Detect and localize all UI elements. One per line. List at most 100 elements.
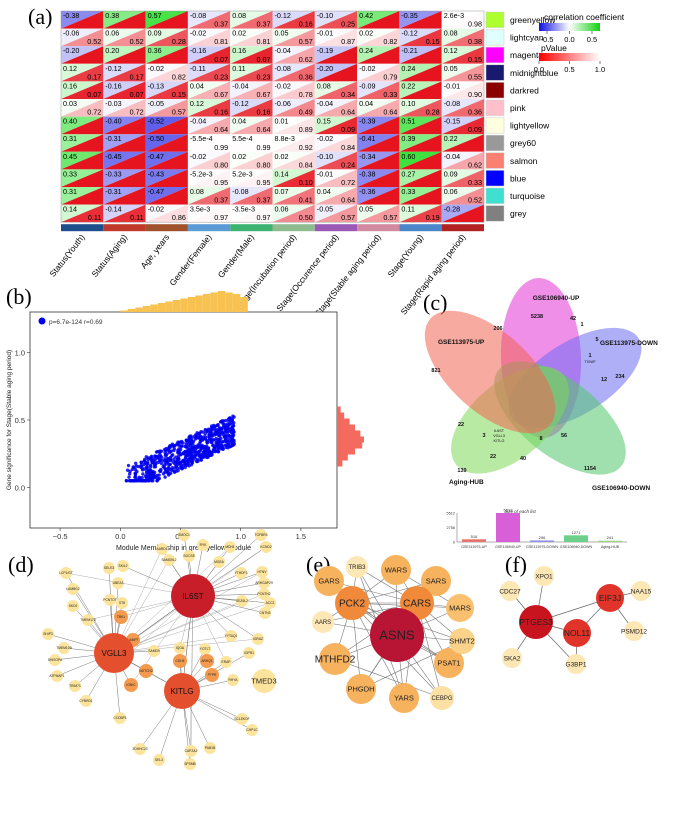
network-node xyxy=(163,554,175,566)
top-histogram-bar xyxy=(142,306,151,312)
scatter-point xyxy=(196,432,200,436)
network-node-label: YARS xyxy=(394,694,414,703)
network-node xyxy=(224,541,236,553)
network-node-label: KCND2 xyxy=(260,545,271,549)
heatmap-p-value: 0.52 xyxy=(130,37,144,46)
heatmap-p-value: 0.23 xyxy=(257,72,271,81)
network-hub-node xyxy=(94,633,134,673)
heatmap-cell-p xyxy=(272,63,315,82)
heatmap-p-value: 0.37 xyxy=(257,196,271,205)
heatmap-p-value: 0.57 xyxy=(383,213,397,222)
scatter-point xyxy=(163,475,167,479)
network-node-label: ERAP xyxy=(222,660,232,664)
heatmap-cell-p xyxy=(187,116,231,135)
network-node xyxy=(51,670,63,682)
scatter-point xyxy=(201,430,205,434)
heatmap-cor-value: -0.08 xyxy=(190,11,206,20)
top-histogram-bar xyxy=(210,292,218,312)
scatter-point xyxy=(157,473,161,477)
network-node-label: TGFBR3 xyxy=(254,533,267,537)
heatmap-cor-value: -0.02 xyxy=(317,134,333,143)
heatmap-cell-cor xyxy=(145,151,188,170)
heatmap-cor-value: -0.31 xyxy=(105,134,121,143)
scatter-point xyxy=(211,443,215,448)
cor-legend-tick-label: 0.0 xyxy=(564,35,574,44)
heatmap-cell-p xyxy=(441,81,484,99)
venn-count: 5 xyxy=(595,337,598,343)
heatmap-p-value: 0.37 xyxy=(214,20,228,29)
network-node xyxy=(430,686,454,710)
scatter-point xyxy=(159,461,164,466)
heatmap-cor-value: -0.05 xyxy=(317,205,333,214)
venn-count: 22 xyxy=(490,454,496,460)
heatmap-cell-cor xyxy=(103,11,146,29)
heatmap-cell-p xyxy=(399,99,442,117)
heatmap-cell-p xyxy=(230,63,273,82)
p-legend-tick-label: 0.5 xyxy=(564,65,574,74)
network-node-label: SMOC1 xyxy=(178,533,190,537)
size-chart-bar-label: GSE113975-UP xyxy=(461,545,487,549)
network-node-label: IGPR1 xyxy=(244,651,254,655)
heatmap-cor-value: -0.34 xyxy=(359,152,375,161)
heatmap-cell-p xyxy=(314,46,358,64)
heatmap-cor-value: 0.14 xyxy=(63,205,77,214)
heatmap-cell-cor xyxy=(399,116,442,135)
network-node xyxy=(220,656,232,668)
scatter-point xyxy=(189,436,194,440)
network-node-label: EIF3J xyxy=(599,593,621,603)
heatmap-p-value: 0.84 xyxy=(341,143,355,152)
scatter-point xyxy=(232,421,236,425)
heatmap-cell-p xyxy=(441,169,484,187)
heatmap-cor-value: 0.31 xyxy=(63,187,77,196)
heatmap-cell-p xyxy=(61,63,104,82)
scatter-point xyxy=(184,438,188,442)
trait-color-bar xyxy=(145,224,188,232)
module-swatch xyxy=(485,117,505,134)
trait-label: Age, years xyxy=(138,232,171,270)
heatmap-cor-value: -0.05 xyxy=(148,99,164,108)
network-node-label: PSMD12 xyxy=(621,628,647,635)
heatmap-cell-p xyxy=(187,28,231,47)
network-node-label: IQGA xyxy=(176,646,185,650)
heatmap-cell-cor xyxy=(399,169,442,187)
cor-legend-bar xyxy=(539,23,600,31)
heatmap-cell-cor xyxy=(399,11,442,29)
network-node-label: TBK1 xyxy=(117,615,125,619)
scatter-point xyxy=(157,476,161,481)
scatter-point xyxy=(227,416,232,420)
heatmap-cell-p xyxy=(230,116,273,135)
scatter-point xyxy=(196,436,200,440)
heatmap-cell-p xyxy=(272,151,315,170)
heatmap-p-value: 0.50 xyxy=(299,213,313,222)
network-edge xyxy=(113,638,259,654)
scatter-point xyxy=(218,420,223,424)
network-node-label: SHISOPA xyxy=(48,658,63,662)
network-node xyxy=(153,754,165,766)
heatmap-p-value: 0.49 xyxy=(299,108,313,117)
size-chart-title: Size of each list xyxy=(504,509,536,514)
network-node xyxy=(49,654,61,666)
heatmap-cor-value: 0.06 xyxy=(105,29,119,38)
panel-label-b: (b) xyxy=(6,284,32,309)
heatmap-p-value: 0.07 xyxy=(214,55,228,64)
size-chart-bar xyxy=(530,540,554,542)
heatmap-cor-value: -0.47 xyxy=(148,187,164,196)
heatmap-cell-p xyxy=(230,169,273,187)
module-name: magenta xyxy=(510,50,543,60)
heatmap-p-value: 0.34 xyxy=(341,90,355,99)
network-node xyxy=(449,628,475,654)
module-swatch xyxy=(485,134,505,152)
heatmap-cell-p xyxy=(230,46,273,64)
heatmap-cor-value: 0.20 xyxy=(105,46,119,55)
network-hub-label: IL6ST xyxy=(182,592,203,601)
top-histogram-bar xyxy=(225,292,233,312)
x-tick-label: 1.0 xyxy=(235,532,245,541)
module-name: greenyellow xyxy=(510,15,556,25)
size-chart-bar-value: 296 xyxy=(539,535,546,540)
heatmap-cell-p xyxy=(272,28,315,47)
heatmap-cor-value: -5.5e-4 xyxy=(190,134,213,143)
heatmap-cell-p xyxy=(314,63,358,82)
x-tick-label: 0.0 xyxy=(115,532,125,541)
heatmap-cell-cor xyxy=(145,81,188,99)
network-node-label: CYBRD1 xyxy=(79,699,93,703)
